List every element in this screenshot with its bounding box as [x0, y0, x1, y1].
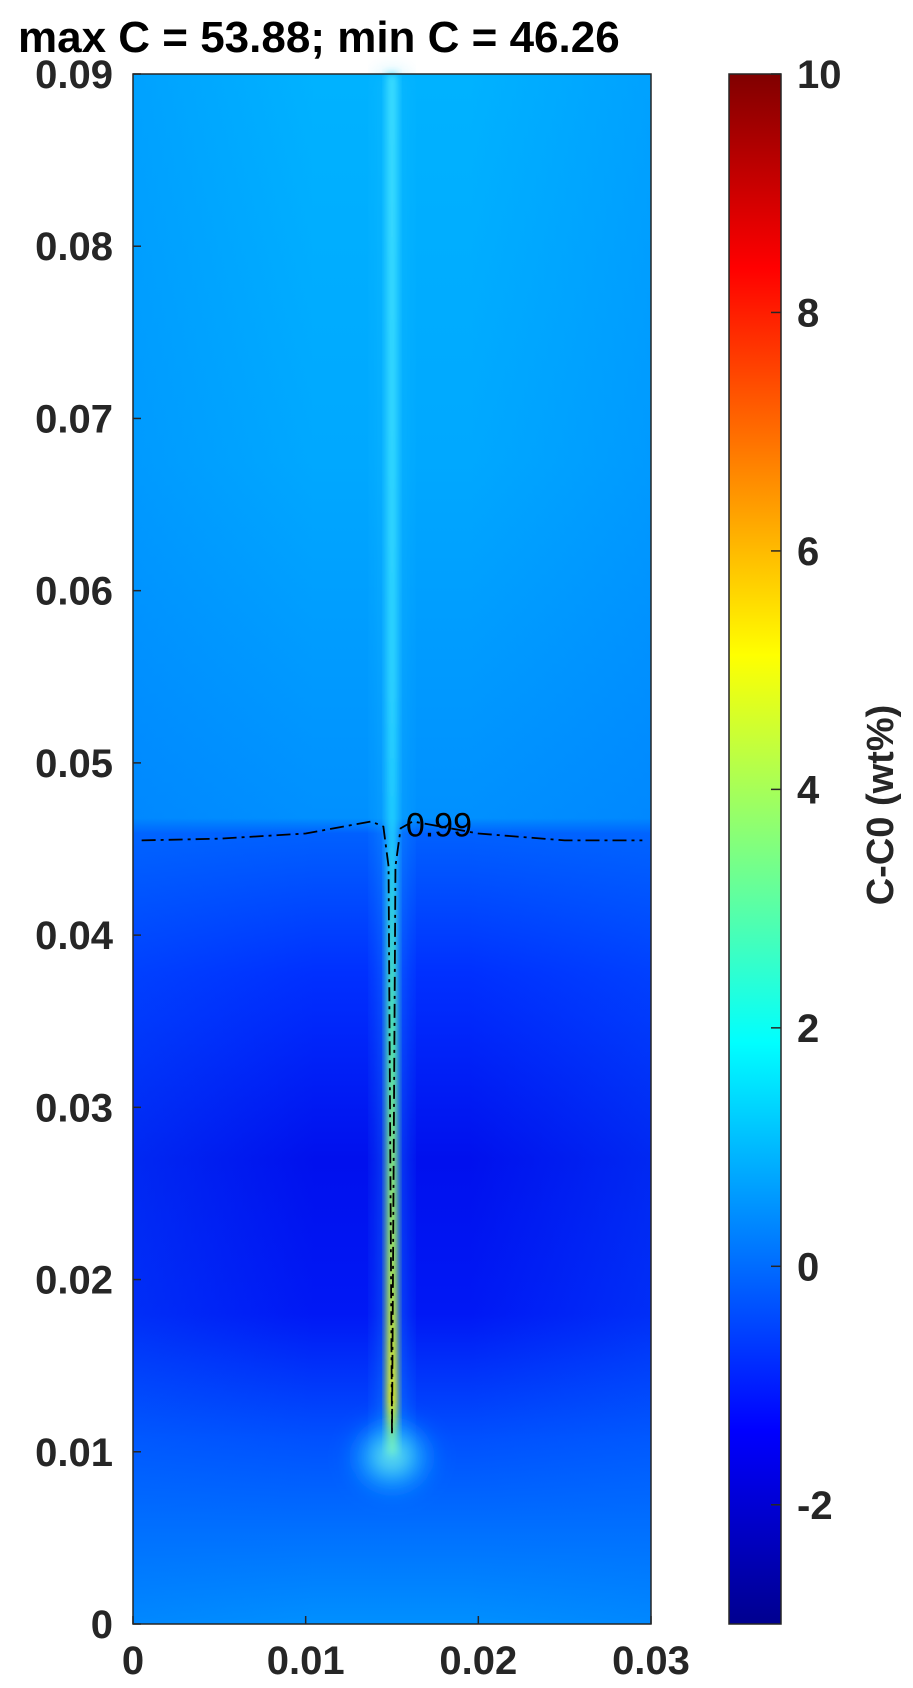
colorbar-tick-label: 6 — [797, 530, 819, 574]
y-tick-label: 0.07 — [35, 397, 113, 441]
colorbar-tick-label: 8 — [797, 291, 819, 335]
contour-line — [141, 820, 643, 1435]
colorbar-tick-label: 4 — [797, 768, 820, 812]
colorbar-tick-label: 10 — [797, 53, 842, 97]
chart-title: max C = 53.88; min C = 46.26 — [18, 13, 620, 62]
x-tick-label: 0.02 — [439, 1639, 517, 1683]
contour-layer: 0.99 — [141, 807, 643, 1435]
y-axis: 0 0.01 0.02 0.03 0.04 0.05 0.06 0.07 0.08 0.09 — [35, 53, 141, 1647]
y-tick-label: 0.04 — [35, 914, 114, 958]
colorbar: -2 0 2 4 6 8 10 — [728, 53, 842, 1625]
x-tick-label: 0.03 — [612, 1639, 690, 1683]
y-tick-label: 0.01 — [35, 1431, 113, 1475]
plot-frame — [132, 73, 652, 1625]
colorbar-tick-label: 0 — [797, 1245, 819, 1289]
y-tick-label: 0.09 — [35, 53, 113, 97]
y-tick-label: 0 — [91, 1603, 113, 1647]
x-axis: 0 0.01 0.02 0.03 — [122, 1616, 690, 1683]
contour-label: 0.99 — [406, 807, 472, 845]
y-tick-label: 0.05 — [35, 742, 113, 786]
colorbar-tick-label: -2 — [797, 1484, 833, 1528]
y-tick-label: 0.08 — [35, 225, 113, 269]
plot-area — [132, 73, 652, 1625]
x-tick-label: 0 — [122, 1639, 144, 1683]
y-tick-label: 0.03 — [35, 1086, 113, 1130]
colorbar-tick-label: 2 — [797, 1007, 819, 1051]
segregation-channel — [387, 74, 397, 1455]
colorbar-scale — [728, 73, 782, 1625]
y-tick-label: 0.06 — [35, 570, 113, 614]
channel-base-blob — [342, 1411, 442, 1502]
y-tick-label: 0.02 — [35, 1259, 113, 1303]
x-tick-label: 0.01 — [267, 1639, 345, 1683]
colorbar-label: C-C0 (wt%) — [860, 705, 902, 906]
